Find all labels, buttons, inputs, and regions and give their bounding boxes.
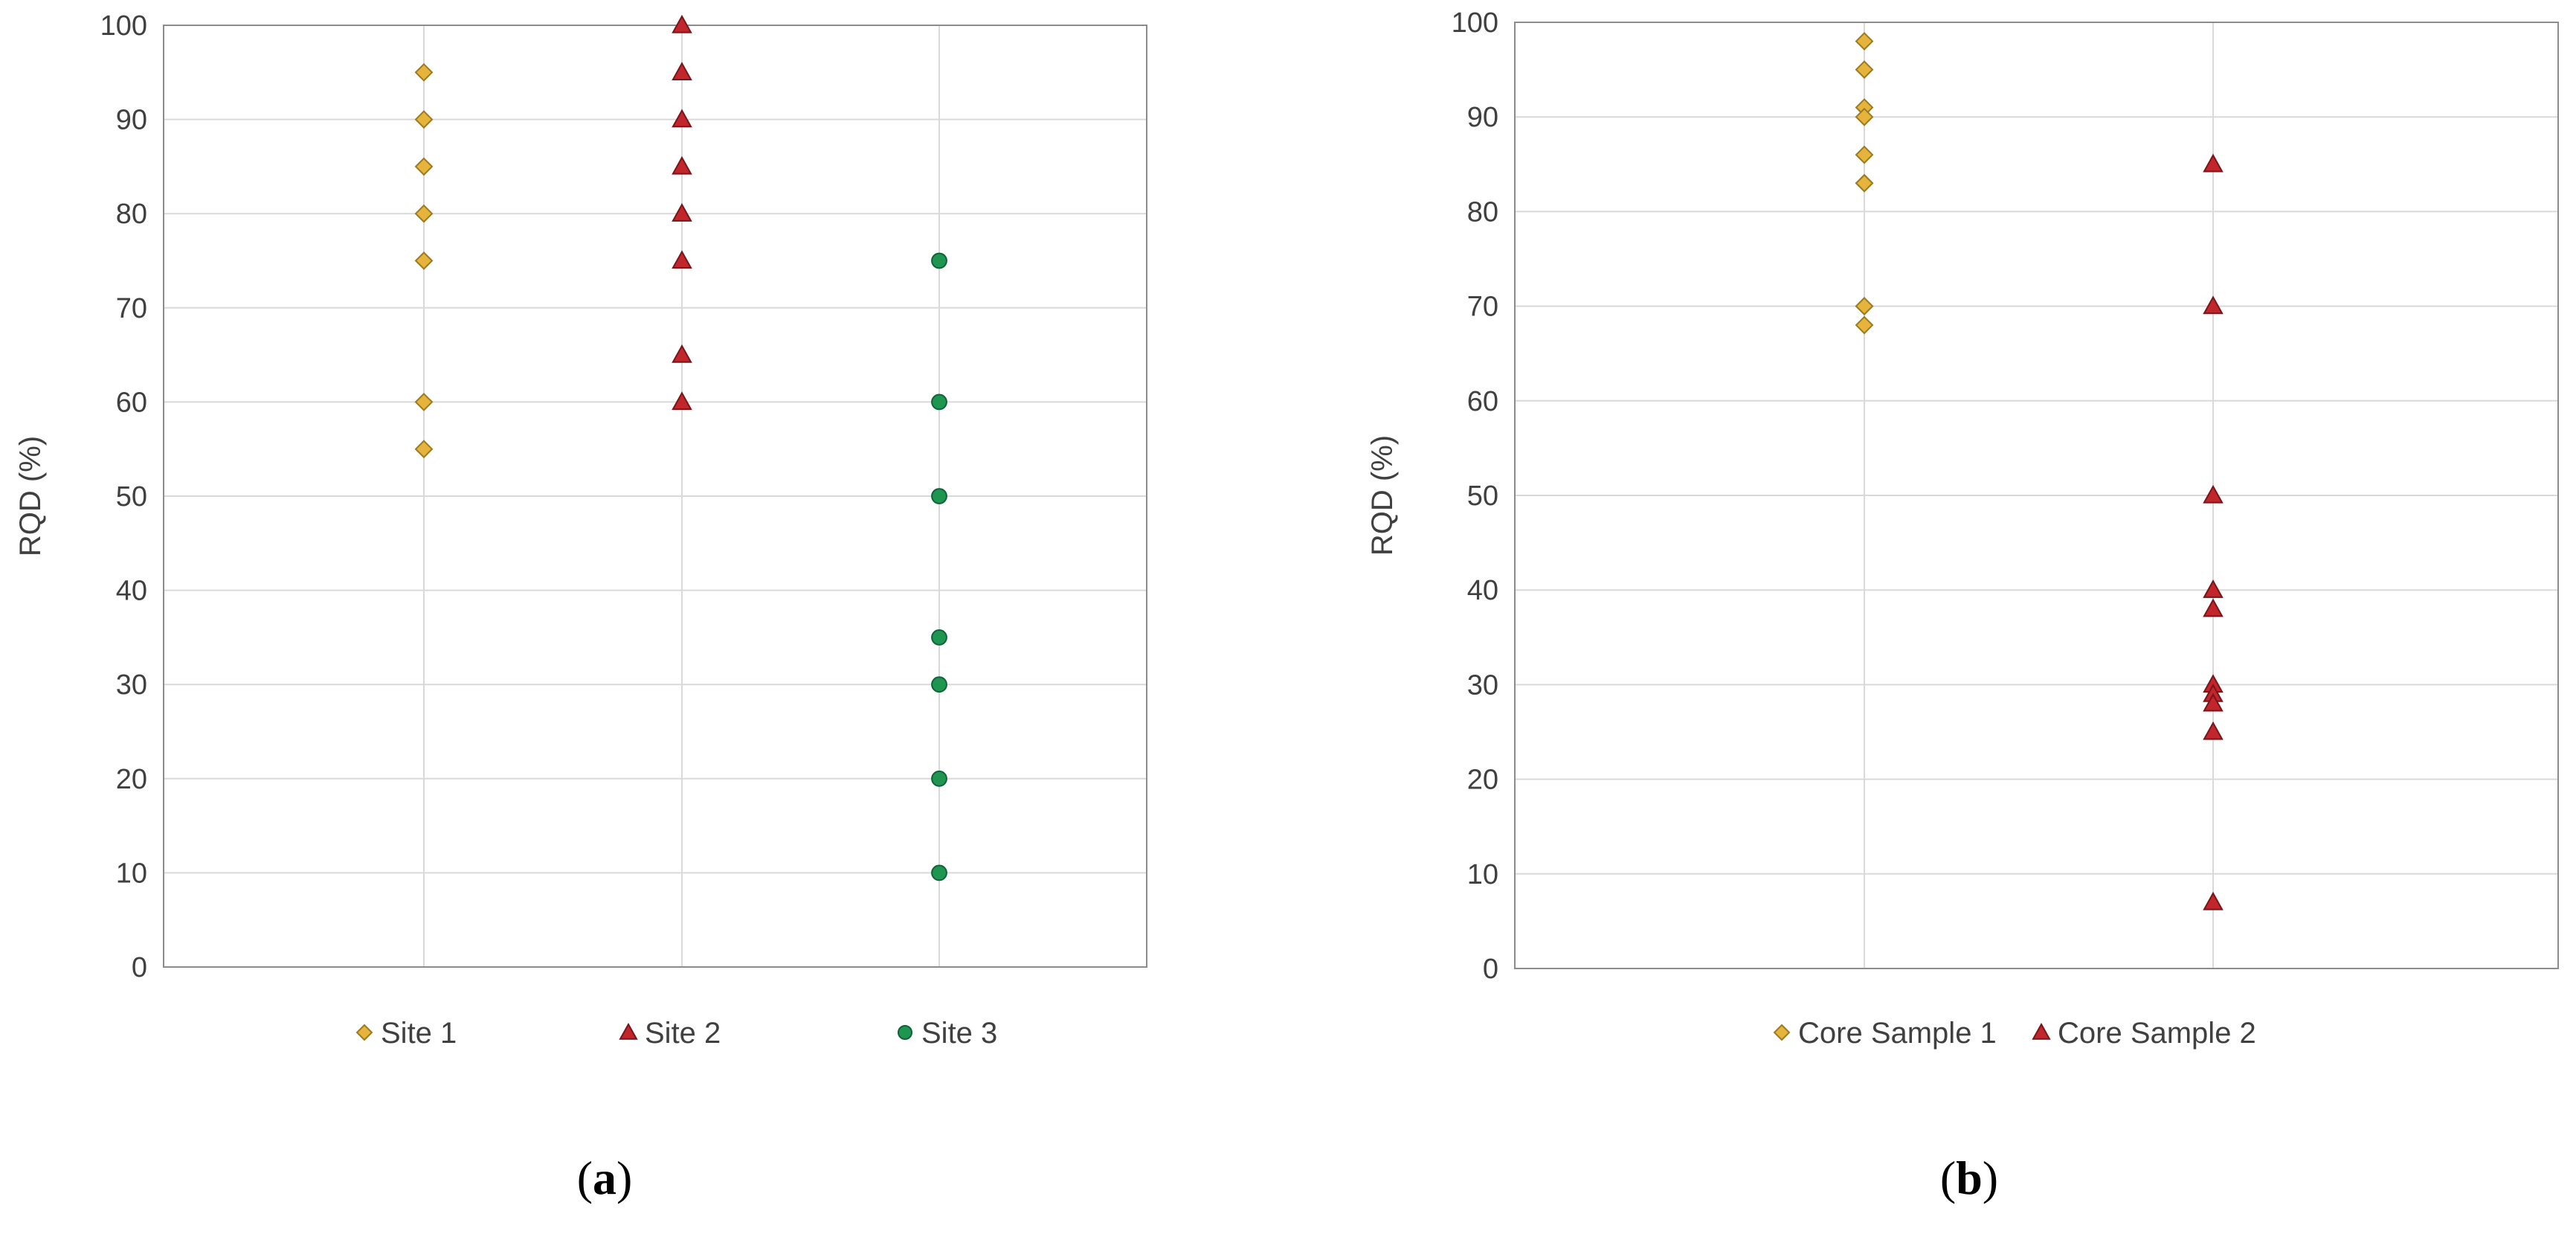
point-core-sample-2: [2203, 891, 2224, 910]
y-tick-label: 0: [132, 952, 147, 983]
y-tick-label: 10: [1467, 859, 1498, 890]
y-tick-label: 50: [116, 481, 147, 513]
point-core-sample-1: [1855, 107, 1874, 126]
panel-label-letter: a: [593, 1151, 616, 1204]
y-tick-label: 40: [116, 576, 147, 607]
point-site-1: [414, 204, 434, 223]
y-tick-label: 70: [116, 293, 147, 324]
y-tick-label: 100: [100, 10, 147, 42]
panel-label-close: ): [1983, 1151, 1998, 1204]
point-core-sample-2: [2203, 153, 2224, 173]
y-tick-label: 60: [116, 387, 147, 418]
y-tick-label: 100: [1452, 7, 1498, 39]
point-core-sample-1: [1855, 315, 1874, 335]
y-tick-label: 20: [116, 764, 147, 795]
point-core-sample-1: [1855, 145, 1874, 164]
legend-marker-site-3: [898, 1025, 912, 1040]
legend-marker-core-sample-2: [2032, 1022, 2051, 1040]
point-core-sample-1: [1855, 60, 1874, 80]
y-tick-label: 40: [1467, 575, 1498, 606]
point-core-sample-2: [2203, 579, 2224, 598]
y-axis-title: RQD (%): [14, 436, 47, 556]
point-site-2: [672, 155, 692, 175]
y-tick-label: 0: [1483, 954, 1498, 985]
point-core-sample-2: [2203, 484, 2224, 504]
plot-frame: [1514, 22, 2559, 969]
legend-marker-site-2: [619, 1022, 638, 1040]
legend-label-core-sample-2: Core Sample 2: [2058, 1017, 2256, 1050]
panel-label-open: (: [577, 1151, 593, 1204]
panel-label: (b): [1940, 1151, 1998, 1204]
y-tick-label: 10: [116, 858, 147, 889]
y-tick-label: 90: [1467, 102, 1498, 133]
point-site-3: [931, 629, 947, 646]
point-site-3: [931, 393, 947, 411]
y-tick-label: 50: [1467, 481, 1498, 512]
point-core-sample-2: [2203, 295, 2224, 315]
point-site-2: [672, 109, 692, 128]
legend-label-site-2: Site 2: [645, 1017, 721, 1050]
legend-marker-core-sample-1: [1773, 1024, 1791, 1041]
point-site-3: [931, 252, 947, 269]
point-site-3: [931, 864, 947, 881]
point-site-1: [414, 392, 434, 411]
legend-marker-site-1: [355, 1024, 373, 1041]
panel-label-open: (: [1940, 1151, 1956, 1204]
point-site-2: [672, 62, 692, 80]
panel-label-letter: b: [1956, 1151, 1983, 1204]
y-tick-label: 60: [1467, 386, 1498, 417]
chart-b: 0 10 20 30 40 50 60 70 80 90 100 RQD (%) Core Sample…: [1366, 7, 2559, 1204]
point-site-1: [414, 62, 434, 82]
y-tick-label: 20: [1467, 765, 1498, 796]
panel-label-close: ): [616, 1151, 632, 1204]
point-site-1: [414, 157, 434, 176]
point-core-sample-1: [1855, 173, 1874, 193]
y-tick-label: 80: [1467, 196, 1498, 228]
point-site-1: [414, 251, 434, 270]
point-site-1: [414, 440, 434, 459]
point-site-1: [414, 110, 434, 129]
point-site-2: [672, 391, 692, 411]
y-tick-label: 70: [1467, 292, 1498, 323]
plot-frame: [163, 25, 1147, 968]
point-core-sample-2: [2203, 598, 2224, 617]
point-site-3: [931, 770, 947, 787]
point-core-sample-2: [2203, 721, 2224, 740]
point-site-2: [672, 14, 692, 33]
point-site-3: [931, 676, 947, 693]
legend-label-core-sample-1: Core Sample 1: [1798, 1017, 1997, 1050]
y-tick-label: 30: [116, 669, 147, 701]
point-site-2: [672, 344, 692, 363]
legend-label-site-3: Site 3: [921, 1017, 997, 1050]
point-site-3: [931, 488, 947, 504]
y-tick-label: 30: [1467, 669, 1498, 701]
point-site-2: [672, 203, 692, 222]
point-core-sample-2: [2203, 693, 2224, 712]
y-axis-title: RQD (%): [1366, 435, 1399, 556]
point-core-sample-1: [1855, 297, 1874, 316]
point-core-sample-1: [1855, 32, 1874, 51]
y-tick-label: 90: [116, 105, 147, 136]
panel-label: (a): [577, 1151, 633, 1204]
point-site-2: [672, 250, 692, 269]
legend-label-site-1: Site 1: [381, 1017, 457, 1050]
chart-a: 0 10 20 30 40 50 60 70 80 90 100 RQD (%) Site 1 Site …: [14, 10, 1147, 1204]
y-tick-label: 80: [116, 199, 147, 230]
